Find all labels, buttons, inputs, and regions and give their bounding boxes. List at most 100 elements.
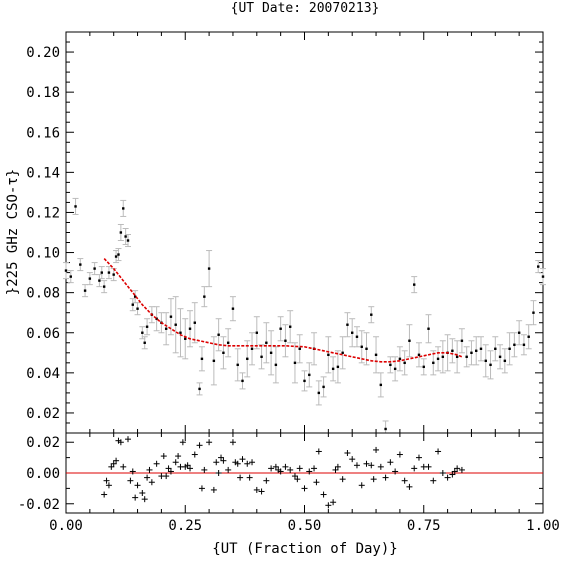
data-point <box>417 353 421 357</box>
top-panel: 0.02 0.04 0.06 0.08 0.10 0.12 0.14 0.16 0.18 0.20… <box>5 31 546 434</box>
top-panel-ticks: 0.02 0.04 0.06 0.08 0.10 0.12 0.14 0.16 0.18 0.20 <box>26 31 544 434</box>
data-point <box>93 267 96 270</box>
data-point <box>143 341 146 344</box>
residual-point <box>268 465 275 472</box>
y-tick-label: 0.16 <box>26 125 60 141</box>
residual-point <box>225 466 232 473</box>
data-point <box>479 347 483 350</box>
residual-point <box>167 468 174 475</box>
data-point <box>508 347 511 350</box>
residual-point <box>306 468 313 475</box>
residual-y-tick-label: 0.02 <box>26 435 60 451</box>
data-point <box>74 205 77 208</box>
y-tick-label: 0.06 <box>26 326 60 342</box>
data-point <box>102 285 106 288</box>
residual-point <box>349 456 356 463</box>
data-point <box>436 357 440 361</box>
residual-point <box>191 451 198 458</box>
data-point <box>441 355 445 359</box>
data-point <box>494 347 497 350</box>
data-point <box>179 331 182 334</box>
data-point <box>284 339 287 342</box>
data-point <box>341 351 344 354</box>
data-point <box>79 263 82 266</box>
data-point <box>503 359 507 363</box>
residual-point <box>458 466 465 473</box>
residual-point <box>220 457 227 464</box>
residual-point <box>296 465 303 472</box>
data-point <box>470 351 473 354</box>
residual-point <box>425 463 432 470</box>
fit-curve-group <box>103 258 463 363</box>
data-point <box>336 365 340 369</box>
data-point <box>98 279 101 282</box>
data-point <box>260 355 263 359</box>
residual-point <box>153 460 160 467</box>
residual-point <box>213 459 220 466</box>
x-tick-label: 0.50 <box>288 518 322 534</box>
data-point <box>527 335 530 338</box>
data-point <box>169 315 173 318</box>
residual-point <box>258 488 265 495</box>
residual-point <box>392 468 399 475</box>
residual-point <box>184 462 191 469</box>
x-tick-label: 1.00 <box>526 518 560 534</box>
residual-point <box>237 474 244 481</box>
data-point <box>460 339 464 342</box>
residual-point <box>301 485 308 492</box>
residual-point <box>103 477 110 484</box>
y-tick-label: 0.18 <box>26 85 60 101</box>
residual-point <box>439 470 446 476</box>
data-point <box>83 289 87 292</box>
data-point <box>124 235 127 238</box>
residual-point <box>311 465 318 472</box>
residual-point <box>313 479 320 486</box>
data-point <box>398 357 402 361</box>
residual-point <box>282 463 289 470</box>
residual-point <box>229 439 236 446</box>
data-point <box>370 313 373 316</box>
data-point <box>389 363 392 367</box>
fit-curve <box>103 258 463 363</box>
residual-point <box>358 482 365 489</box>
residual-point <box>117 439 124 446</box>
data-point <box>119 231 123 234</box>
residual-point-group <box>101 436 465 509</box>
data-point <box>465 355 468 359</box>
data-point <box>69 275 72 278</box>
residual-point <box>179 439 186 446</box>
residual-point <box>277 468 284 475</box>
data-point <box>451 349 454 352</box>
residual-point <box>401 477 408 484</box>
data-point <box>265 341 268 344</box>
data-point <box>303 379 306 383</box>
residual-point <box>249 459 256 466</box>
residual-point <box>334 463 341 470</box>
residual-point <box>382 474 389 481</box>
y-tick-label: 0.02 <box>26 406 60 422</box>
data-point <box>532 311 535 314</box>
residual-point <box>449 471 456 478</box>
data-point <box>145 325 149 328</box>
y-tick-label: 0.10 <box>26 246 60 262</box>
data-point <box>513 343 516 346</box>
residual-point <box>101 491 108 498</box>
residual-point <box>144 474 151 481</box>
data-point <box>236 363 239 367</box>
residual-point <box>325 502 332 509</box>
residual-point <box>146 466 153 473</box>
data-point <box>293 361 297 365</box>
residual-y-tick-label: 0.00 <box>26 466 60 482</box>
y-axis-label: }225 GHz CSO-τ} <box>5 169 21 295</box>
data-point <box>279 327 282 330</box>
data-point <box>155 317 158 320</box>
data-point <box>537 265 540 268</box>
data-point <box>100 271 103 274</box>
data-point <box>517 331 521 334</box>
residual-point <box>246 474 253 481</box>
data-point <box>298 347 301 350</box>
data-point <box>174 323 177 326</box>
residual-point <box>198 485 205 492</box>
data-point <box>322 385 325 389</box>
